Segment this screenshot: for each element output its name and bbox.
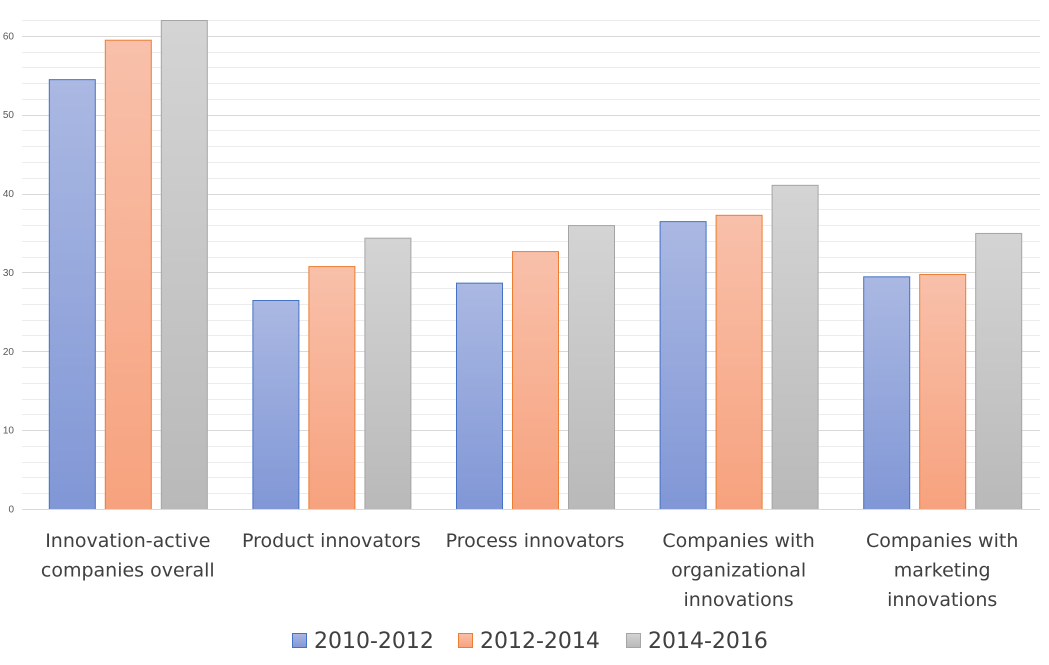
category-labels: Innovation-active companies overall Produc… [41,530,1018,611]
legend-label: 2010-2012 [314,629,434,654]
y-axis: 0 10 20 30 40 50 60 [3,31,15,515]
bar-2014-2016-2 [568,225,615,510]
y-tick-label: 50 [3,110,15,121]
category-label: Companies with organizational innovations [662,530,814,611]
y-tick-label: 40 [3,189,15,200]
bar-2014-2016-4 [975,232,1023,511]
legend-swatch [626,633,641,648]
y-tick-label: 10 [3,426,15,437]
category-label: Process innovators [446,530,625,552]
legend-swatch [458,633,473,648]
y-tick-label: 30 [3,268,15,279]
bar-2014-2016-3 [771,184,819,510]
legend-swatch [292,633,307,648]
legend-label: 2012-2014 [480,629,600,654]
bars [48,20,1023,511]
bar-2014-2016-0 [160,20,208,510]
category-label: Product innovators [242,530,421,552]
legend-label: 2014-2016 [648,629,768,654]
bar-2010-2012-2 [456,282,503,510]
bar-2014-2016-1 [364,237,412,510]
bar-2010-2012-1 [252,299,300,511]
y-tick-label: 0 [8,505,14,516]
category-label: Innovation-active companies overall [41,530,215,582]
bar-2012-2014-2 [512,251,559,510]
y-tick-label: 60 [3,31,15,42]
legend: 2010-2012 2012-2014 2014-2016 [292,629,768,654]
bar-2010-2012-4 [863,276,911,511]
bar-2010-2012-0 [48,79,96,510]
bar-2012-2014-4 [919,273,967,510]
bar-2010-2012-3 [659,221,707,510]
bar-2012-2014-0 [104,39,152,510]
category-label: Companies with marketing innovations [866,530,1018,611]
bar-2012-2014-1 [308,266,356,510]
y-tick-label: 20 [3,347,15,358]
bar-2012-2014-3 [715,214,763,511]
